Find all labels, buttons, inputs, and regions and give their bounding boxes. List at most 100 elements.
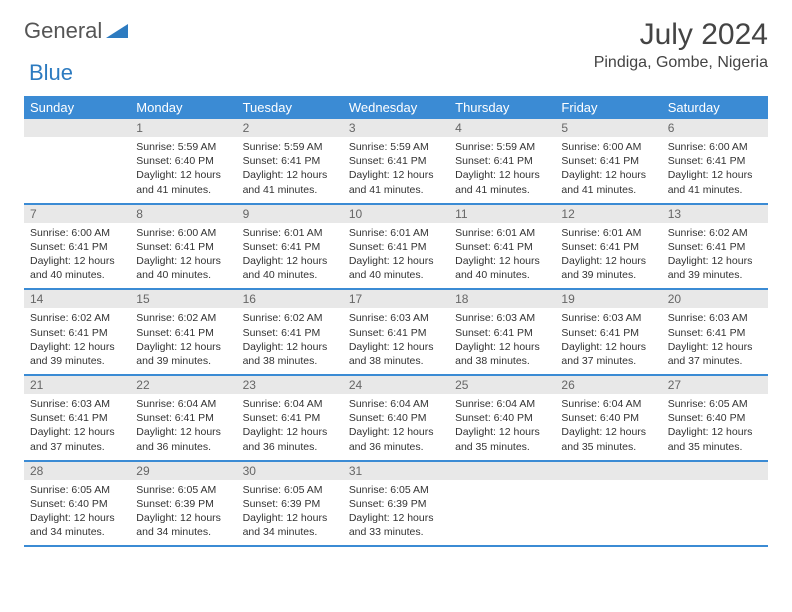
dayheader-tue: Tuesday <box>237 96 343 119</box>
sunset-text: Sunset: 6:40 PM <box>30 497 124 511</box>
daylight-text: Daylight: 12 hours and 40 minutes. <box>136 254 230 282</box>
day-details: Sunrise: 6:02 AMSunset: 6:41 PMDaylight:… <box>237 308 343 374</box>
daylight-text: Daylight: 12 hours and 39 minutes. <box>136 340 230 368</box>
sunrise-text: Sunrise: 6:01 AM <box>349 226 443 240</box>
sunset-text: Sunset: 6:41 PM <box>30 240 124 254</box>
brand-part1: General <box>24 18 102 44</box>
day-details: Sunrise: 6:03 AMSunset: 6:41 PMDaylight:… <box>555 308 661 374</box>
calendar-cell <box>449 461 555 547</box>
daylight-text: Daylight: 12 hours and 35 minutes. <box>668 425 762 453</box>
sunset-text: Sunset: 6:41 PM <box>561 240 655 254</box>
day-number: 11 <box>449 205 555 223</box>
sunrise-text: Sunrise: 6:05 AM <box>136 483 230 497</box>
sunset-text: Sunset: 6:39 PM <box>349 497 443 511</box>
sunset-text: Sunset: 6:41 PM <box>136 326 230 340</box>
day-number: 26 <box>555 376 661 394</box>
day-details: Sunrise: 6:00 AMSunset: 6:41 PMDaylight:… <box>130 223 236 289</box>
day-number: 18 <box>449 290 555 308</box>
day-number: 30 <box>237 462 343 480</box>
day-details <box>449 480 555 542</box>
daylight-text: Daylight: 12 hours and 33 minutes. <box>349 511 443 539</box>
daylight-text: Daylight: 12 hours and 36 minutes. <box>136 425 230 453</box>
daylight-text: Daylight: 12 hours and 41 minutes. <box>136 168 230 196</box>
day-number: 31 <box>343 462 449 480</box>
calendar-cell: 4Sunrise: 5:59 AMSunset: 6:41 PMDaylight… <box>449 119 555 204</box>
sunset-text: Sunset: 6:41 PM <box>455 154 549 168</box>
location-text: Pindiga, Gombe, Nigeria <box>594 54 768 72</box>
calendar-cell: 11Sunrise: 6:01 AMSunset: 6:41 PMDayligh… <box>449 204 555 290</box>
day-details: Sunrise: 6:05 AMSunset: 6:39 PMDaylight:… <box>237 480 343 546</box>
calendar-cell: 14 Sunrise: 6:02 AMSunset: 6:41 PMDayligh… <box>24 289 130 375</box>
sunrise-text: Sunrise: 6:04 AM <box>561 397 655 411</box>
sunrise-text: Sunrise: 6:00 AM <box>30 226 124 240</box>
sunrise-text: Sunrise: 5:59 AM <box>349 140 443 154</box>
day-details: Sunrise: 6:05 AMSunset: 6:39 PMDaylight:… <box>130 480 236 546</box>
calendar-cell <box>555 461 661 547</box>
sunrise-text: Sunrise: 6:05 AM <box>30 483 124 497</box>
day-number: 15 <box>130 290 236 308</box>
daylight-text: Daylight: 12 hours and 40 minutes. <box>349 254 443 282</box>
day-details: Sunrise: 6:00 AMSunset: 6:41 PMDaylight:… <box>662 137 768 203</box>
sunrise-text: Sunrise: 5:59 AM <box>243 140 337 154</box>
daylight-text: Daylight: 12 hours and 34 minutes. <box>136 511 230 539</box>
sunset-text: Sunset: 6:40 PM <box>136 154 230 168</box>
day-number: 10 <box>343 205 449 223</box>
daylight-text: Daylight: 12 hours and 36 minutes. <box>243 425 337 453</box>
dayheader-sat: Saturday <box>662 96 768 119</box>
sunrise-text: Sunrise: 6:03 AM <box>561 311 655 325</box>
day-details: Sunrise: 6:05 AMSunset: 6:39 PMDaylight:… <box>343 480 449 546</box>
sunrise-text: Sunrise: 6:04 AM <box>136 397 230 411</box>
calendar-week-row: 7Sunrise: 6:00 AMSunset: 6:41 PMDaylight… <box>24 204 768 290</box>
daylight-text: Daylight: 12 hours and 41 minutes. <box>455 168 549 196</box>
calendar-cell: 3Sunrise: 5:59 AMSunset: 6:41 PMDaylight… <box>343 119 449 204</box>
dayheader-fri: Friday <box>555 96 661 119</box>
day-number: 23 <box>237 376 343 394</box>
sunset-text: Sunset: 6:41 PM <box>30 326 124 340</box>
calendar-cell: 10 Sunrise: 6:01 AMSunset: 6:41 PMDayligh… <box>343 204 449 290</box>
day-number: 8 <box>130 205 236 223</box>
dayheader-thu: Thursday <box>449 96 555 119</box>
sunrise-text: Sunrise: 6:00 AM <box>668 140 762 154</box>
calendar-cell: 28Sunrise: 6:05 AMSunset: 6:40 PMDayligh… <box>24 461 130 547</box>
day-details: Sunrise: 6:03 AMSunset: 6:41 PMDaylight:… <box>662 308 768 374</box>
calendar-cell: 24Sunrise: 6:04 AMSunset: 6:40 PMDayligh… <box>343 375 449 461</box>
calendar-cell: 29Sunrise: 6:05 AMSunset: 6:39 PMDayligh… <box>130 461 236 547</box>
calendar-cell: 5Sunrise: 6:00 AMSunset: 6:41 PMDaylight… <box>555 119 661 204</box>
day-details: Sunrise: 6:01 AMSunset: 6:41 PMDaylight:… <box>555 223 661 289</box>
calendar-cell: 26Sunrise: 6:04 AMSunset: 6:40 PMDayligh… <box>555 375 661 461</box>
sunrise-text: Sunrise: 5:59 AM <box>455 140 549 154</box>
day-number: 1 <box>130 119 236 137</box>
day-details: Sunrise: 5:59 AMSunset: 6:41 PMDaylight:… <box>343 137 449 203</box>
brand-part2: Blue <box>29 60 73 85</box>
day-number <box>449 462 555 480</box>
day-number <box>555 462 661 480</box>
daylight-text: Daylight: 12 hours and 39 minutes. <box>668 254 762 282</box>
calendar-header-row: Sunday Monday Tuesday Wednesday Thursday… <box>24 96 768 119</box>
sunrise-text: Sunrise: 6:01 AM <box>243 226 337 240</box>
day-number: 25 <box>449 376 555 394</box>
day-details: Sunrise: 5:59 AMSunset: 6:41 PMDaylight:… <box>237 137 343 203</box>
daylight-text: Daylight: 12 hours and 41 minutes. <box>243 168 337 196</box>
calendar-cell: 16Sunrise: 6:02 AMSunset: 6:41 PMDayligh… <box>237 289 343 375</box>
calendar-cell: 19Sunrise: 6:03 AMSunset: 6:41 PMDayligh… <box>555 289 661 375</box>
sunset-text: Sunset: 6:41 PM <box>243 154 337 168</box>
brand-logo: General <box>24 18 130 44</box>
sunrise-text: Sunrise: 6:02 AM <box>30 311 124 325</box>
sunrise-text: Sunrise: 6:04 AM <box>243 397 337 411</box>
daylight-text: Daylight: 12 hours and 37 minutes. <box>668 340 762 368</box>
sunset-text: Sunset: 6:41 PM <box>349 240 443 254</box>
day-number <box>24 119 130 137</box>
daylight-text: Daylight: 12 hours and 41 minutes. <box>561 168 655 196</box>
day-number: 20 <box>662 290 768 308</box>
day-details: Sunrise: 6:05 AMSunset: 6:40 PMDaylight:… <box>24 480 130 546</box>
day-number: 14 <box>24 290 130 308</box>
calendar-cell: 31Sunrise: 6:05 AMSunset: 6:39 PMDayligh… <box>343 461 449 547</box>
brand-triangle-icon <box>106 20 128 43</box>
calendar-cell: 25Sunrise: 6:04 AMSunset: 6:40 PMDayligh… <box>449 375 555 461</box>
daylight-text: Daylight: 12 hours and 39 minutes. <box>30 340 124 368</box>
sunset-text: Sunset: 6:40 PM <box>561 411 655 425</box>
calendar-cell: 20Sunrise: 6:03 AMSunset: 6:41 PMDayligh… <box>662 289 768 375</box>
calendar-cell: 6Sunrise: 6:00 AMSunset: 6:41 PMDaylight… <box>662 119 768 204</box>
sunset-text: Sunset: 6:41 PM <box>30 411 124 425</box>
sunrise-text: Sunrise: 6:05 AM <box>349 483 443 497</box>
